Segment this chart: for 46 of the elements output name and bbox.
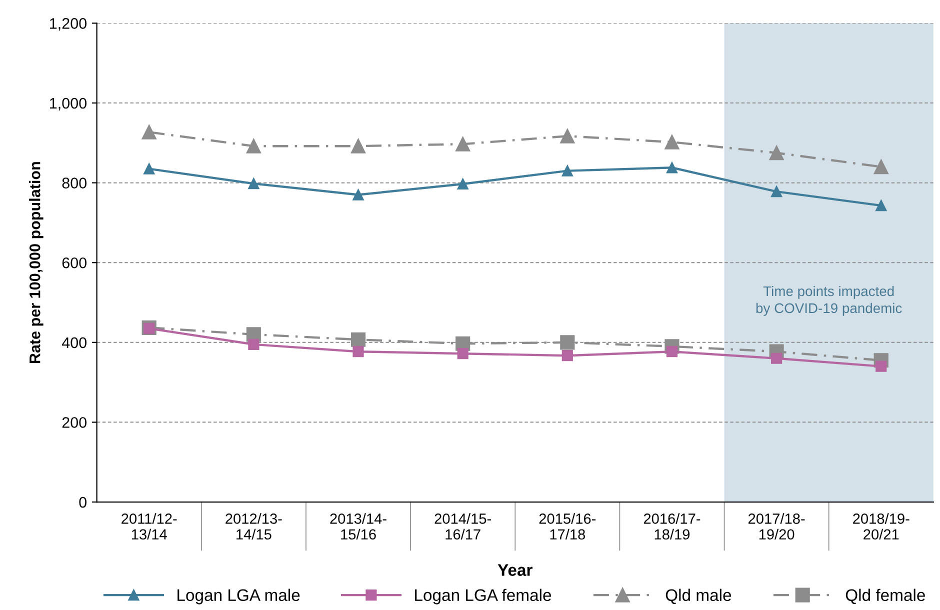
x-axis-title: Year [498,564,532,576]
x-tick-label: 2017/18- 19/20 [748,513,805,540]
point [562,350,573,362]
x-tick-label: 2011/12- 13/14 [122,513,177,540]
x-tick-label: 2018/19- 20/21 [853,513,910,540]
point [352,346,364,358]
point [769,146,784,160]
x-tick-label: 2015/16- 17/18 [539,513,596,540]
point [246,138,261,154]
legend-label: Logan LGA female [415,588,552,604]
point [771,186,782,198]
y-tick-label: 800 [62,178,87,188]
y-tick-label: 600 [62,257,87,268]
point [666,346,678,358]
point [457,178,468,190]
legend-label: Qld male [666,588,732,604]
y-tick-label: 400 [62,337,87,348]
point [352,189,364,200]
y-tick-label: 0 [79,496,86,508]
point [350,138,366,154]
x-tick-label: 2012/13- 14/15 [226,513,282,540]
legend-label: Logan LGA male [178,588,300,604]
legend-label: Qld female [846,588,925,604]
band-label: Time points impacted by COVID-19 pandemic [756,286,902,316]
y-tick-label: 1,000 [50,98,87,110]
point [456,136,470,152]
point [142,124,156,140]
point [771,352,782,364]
point [876,200,887,212]
point [457,348,468,360]
point [560,128,575,144]
point [144,163,155,174]
point [248,178,260,190]
point [562,165,573,176]
y-axis-title: Rate per 100,000 population [29,162,44,364]
y-tick-label: 200 [62,417,87,428]
point [874,160,888,174]
point [664,134,680,150]
point [560,335,575,350]
y-tick-label: 1,200 [50,18,87,31]
x-tick-label: 2016/17- 18/19 [644,513,700,540]
x-tick-label: 2013/14- 15/16 [330,513,386,540]
point [666,162,678,174]
point [350,332,366,347]
x-tick-label: 2014/15- 16/17 [434,513,491,540]
point [248,338,260,350]
